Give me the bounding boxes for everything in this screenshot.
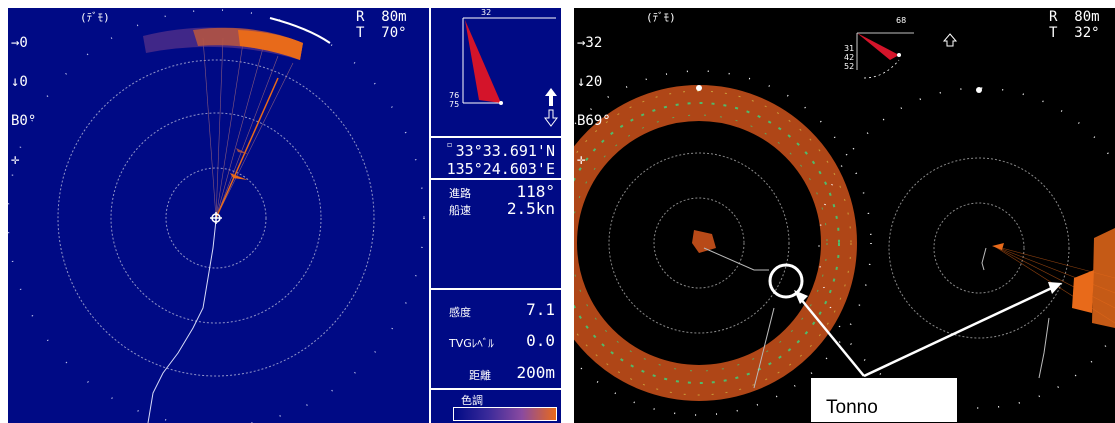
outer-range-marks [574,70,872,416]
tilt-indicator-graphic [856,32,914,79]
latitude-value: 33°33.691'N [455,142,555,160]
echo-school [230,173,248,180]
bearing-arc [269,17,331,44]
info-panel: 32 76 75 33°33.691'N 135°24.603'E ▫ 進路 1… [429,8,561,423]
course-label: 進路 [449,187,471,200]
right-sonar-screen: →32 ↓20 B69° ✛ (ﾃﾞﾓ) R 80m T 32° 68 31 4… [574,8,1115,423]
ship-heading-icon [544,88,558,127]
echo-school [692,230,716,253]
left-sonar-screen: →0 ↓0 B0° ✛ (ﾃﾞﾓ) R 80m T 70° 32 76 75 [8,8,561,423]
ship-track [1038,317,1050,379]
south-offset: ↓0 [11,74,28,90]
range-ring [608,152,790,334]
position-readout: →32 ↓20 B69° ✛ [577,11,611,193]
ship-track [147,219,217,423]
sensitivity-value: 7.1 [526,300,555,319]
heading-dot [696,85,702,91]
tonno-label: Tonno [826,397,878,418]
range-readout: R 80m [1049,9,1100,25]
color-scale-label: 色調 [461,394,483,407]
tilt-indicator: 32 76 75 [431,8,561,136]
color-scale-box: 色調 [431,388,561,423]
settings-box: 感度 7.1 TVGﾚﾍﾞﾙ 0.0 距離 200m [431,288,561,390]
target-circle [768,263,804,299]
scale-label: 52 [844,62,855,71]
east-offset: →0 [11,35,28,51]
echo-school [236,148,248,154]
cursor-symbol: ✛ [577,152,586,168]
scale-top-label: 32 [481,8,492,17]
range-ring [888,157,1070,339]
bearing-readout: B0° [11,113,37,129]
course-value: 118° [516,182,555,201]
mode-label: (ﾃﾞﾓ) [646,11,676,24]
scale-top-label: 68 [896,16,907,25]
beam-lines [202,37,294,219]
tilt-readout: T 32° [1049,25,1100,41]
sensitivity-label: 感度 [449,306,471,319]
color-scale-bar [453,407,557,421]
tvg-label: TVGﾚﾍﾞﾙ [449,337,494,350]
gps-icon: ▫ [447,140,453,149]
arrow-head-left [794,290,808,304]
echo-school [1092,228,1115,328]
ship-heading-icon [942,33,958,47]
speed-label: 船速 [449,204,471,217]
longitude-value: 135°24.603'E [446,160,555,178]
speed-value: 2.5kn [506,199,555,218]
outer-range-marks [8,9,425,423]
outer-range-marks [818,87,1115,409]
tilt-indicator-graphic [462,17,558,127]
echo-school [1072,270,1094,313]
ship-track [753,307,775,389]
position-readout: →0 ↓0 B0° ✛ [11,11,45,193]
south-offset: ↓20 [577,74,603,90]
scale-label: 76 [449,91,460,100]
range-ring [653,197,745,289]
range-ring [57,59,375,377]
tonno-callout: Tonno [810,377,958,423]
range-ring [165,167,267,269]
scale-label: 75 [449,100,460,109]
east-offset: →32 [577,35,603,51]
gps-position-box: 33°33.691'N 135°24.603'E ▫ [431,136,561,180]
own-ship-marker [210,212,222,224]
scale-label: 31 [844,44,855,53]
range-readout: R 80m [356,9,407,25]
range-ring [110,112,322,324]
bearing-readout: B69° [577,113,611,129]
right-sonar-display [574,32,1115,416]
ship-track [703,247,769,271]
callout-arrows [799,284,1057,378]
tvg-value: 0.0 [526,331,555,350]
mode-label: (ﾃﾞﾓ) [80,11,110,24]
left-sonar-display [8,9,425,423]
distance-value: 200m [516,363,555,382]
ship-track [981,247,987,271]
arrow-head-right [1048,282,1062,294]
heading-dot [976,87,982,93]
tilt-readout: T 70° [356,25,407,41]
tilt-line [215,77,279,219]
scale-label: 42 [844,53,855,62]
cursor-symbol: ✛ [11,152,20,168]
echo-school [992,243,1004,250]
distance-label: 距離 [469,369,491,382]
nav-box: 進路 118° 船速 2.5kn [431,178,561,290]
far-echo-band [143,27,303,60]
range-ring [933,202,1025,294]
